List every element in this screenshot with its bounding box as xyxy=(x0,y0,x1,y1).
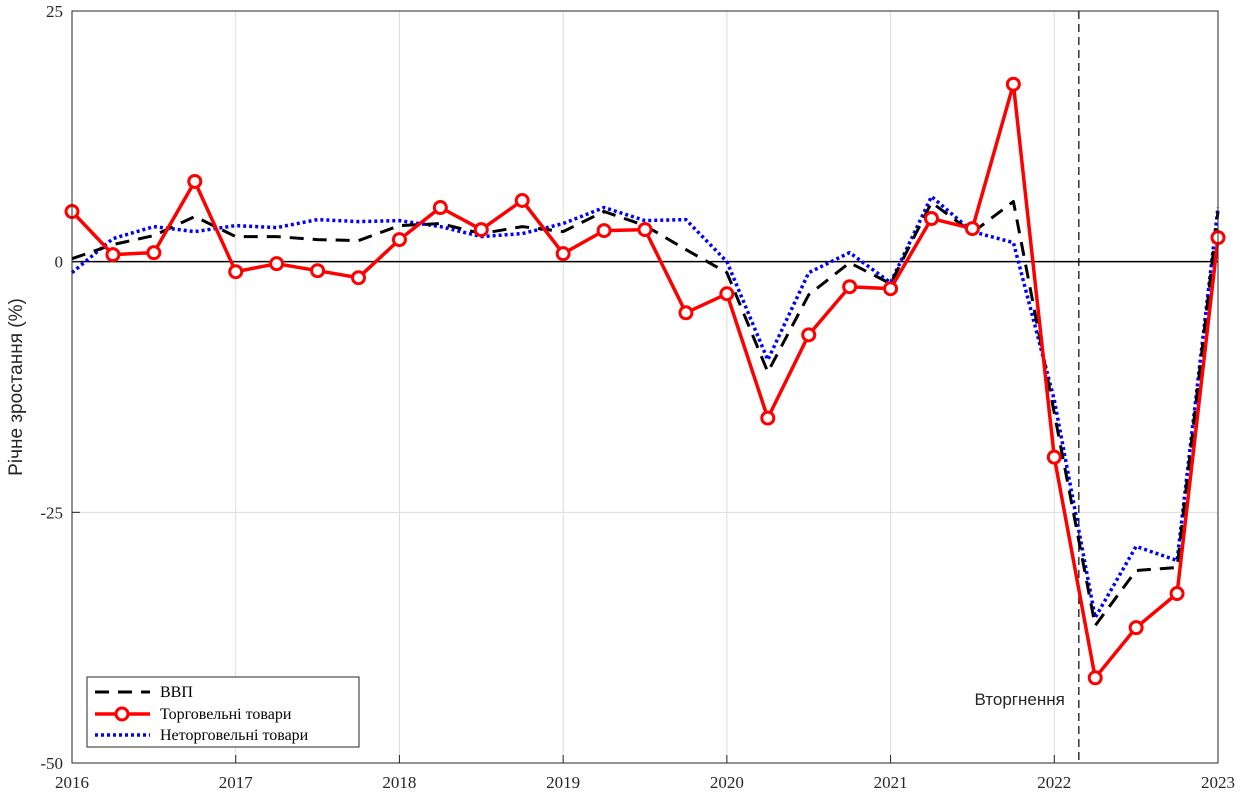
axis-ticks: 2016 2017 2018 2019 2020 2021 2022 2023 -50 -25 0 2… xyxy=(40,2,1235,792)
x-tick-label: 2019 xyxy=(546,773,580,792)
data-point xyxy=(883,281,899,297)
data-point xyxy=(1087,670,1103,686)
y-tick-label: 0 xyxy=(55,253,64,272)
legend-label-1: Торговельні товари xyxy=(160,706,292,723)
data-point xyxy=(473,222,489,238)
x-tick-label: 2023 xyxy=(1201,773,1235,792)
data-point xyxy=(964,221,980,237)
data-point xyxy=(1169,586,1185,602)
data-point xyxy=(596,223,612,239)
data-point xyxy=(719,286,735,302)
data-point xyxy=(760,410,776,426)
data-point xyxy=(432,200,448,216)
plot-frame xyxy=(71,10,1219,764)
invasion-annotation: Вторгнення xyxy=(975,690,1065,709)
data-point xyxy=(678,305,694,321)
data-point xyxy=(310,263,326,279)
data-point xyxy=(1128,620,1144,636)
y-tick-label: 25 xyxy=(46,2,63,21)
legend-marker xyxy=(114,706,130,722)
data-point xyxy=(514,193,530,209)
data-point xyxy=(924,211,939,227)
y-axis-title: Річне зростання (%) xyxy=(6,298,27,476)
legend: ВВП Торговельні товари Неторговельні товар… xyxy=(86,676,360,748)
data-point xyxy=(105,247,121,263)
data-point xyxy=(637,222,653,238)
data-point xyxy=(391,232,407,248)
data-point xyxy=(187,173,203,189)
data-point xyxy=(269,256,285,272)
data-point xyxy=(1046,449,1062,465)
x-tick-label: 2018 xyxy=(382,773,416,792)
x-tick-label: 2021 xyxy=(874,773,908,792)
series-layer xyxy=(64,76,1226,686)
y-tick-label: -50 xyxy=(40,754,63,773)
plot-background xyxy=(72,11,1218,763)
data-point xyxy=(351,270,366,286)
data-point xyxy=(842,279,858,295)
x-tick-label: 2017 xyxy=(219,773,254,792)
data-point xyxy=(555,246,571,262)
x-tick-label: 2016 xyxy=(55,773,89,792)
data-point xyxy=(1005,76,1021,92)
data-point xyxy=(228,264,244,280)
y-tick-label: -25 xyxy=(40,503,63,522)
x-tick-label: 2022 xyxy=(1037,773,1071,792)
series-line-2 xyxy=(70,194,1220,620)
data-point xyxy=(801,327,817,343)
series-line-0 xyxy=(71,200,1220,628)
legend-label-2: Неторговельні товари xyxy=(160,727,309,744)
legend-box xyxy=(86,676,360,748)
data-point xyxy=(146,245,162,261)
x-tick-label: 2020 xyxy=(710,773,744,792)
legend-label-0: ВВП xyxy=(160,684,193,701)
